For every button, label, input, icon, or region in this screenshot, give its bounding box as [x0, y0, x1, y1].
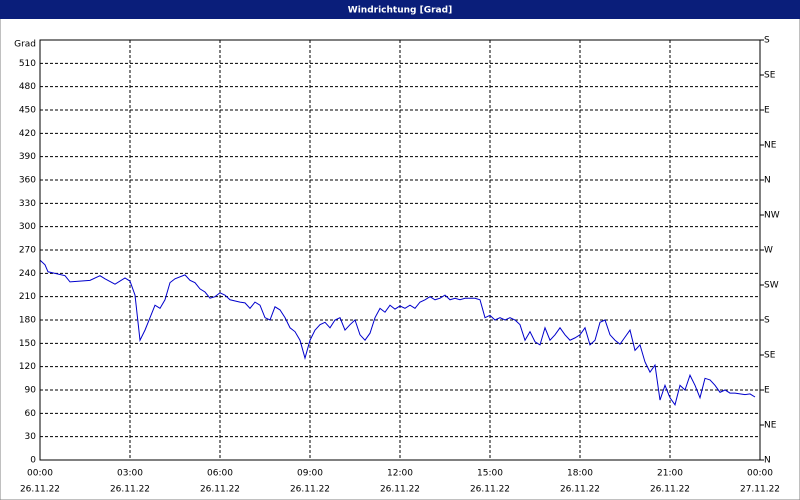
y2-tick-label: NE: [764, 141, 777, 151]
y2-tick-label: S: [764, 316, 770, 326]
x-tick-label: 18:00: [567, 469, 593, 479]
y-tick-label: 360: [19, 176, 36, 186]
y-tick-label: 60: [25, 409, 37, 419]
x-tick-date: 26.11.22: [560, 485, 600, 495]
x-tick-date: 26.11.22: [200, 485, 240, 495]
x-tick-label: 06:00: [207, 469, 233, 479]
x-tick-label: 00:00: [747, 469, 773, 479]
y-tick-label: 510: [19, 59, 36, 69]
x-tick-date: 27.11.22: [740, 485, 780, 495]
y-tick-label: 120: [19, 362, 36, 372]
y-tick-label: 30: [25, 432, 37, 442]
y2-tick-label: W: [764, 246, 773, 256]
x-tick-label: 12:00: [387, 469, 413, 479]
x-tick-label: 00:00: [27, 469, 53, 479]
data-line: [39, 259, 756, 406]
y-tick-label: 480: [19, 82, 36, 92]
x-tick-date: 26.11.22: [290, 485, 330, 495]
x-tick-date: 26.11.22: [380, 485, 420, 495]
y2-tick-label: E: [764, 386, 770, 396]
plot-border: [39, 39, 761, 461]
y2-tick-label: E: [764, 106, 770, 116]
y-tick-label: 330: [19, 199, 36, 209]
y2-tick-label: N: [764, 176, 771, 186]
y-tick-label: 150: [19, 339, 36, 349]
y-axis-label: Grad: [14, 40, 36, 50]
y2-tick-label: SW: [764, 281, 779, 291]
y2-tick-label: SE: [764, 351, 776, 361]
chart-title: Windrichtung [Grad]: [348, 6, 452, 16]
y-tick-label: 270: [19, 246, 36, 256]
x-tick-label: 03:00: [117, 469, 143, 479]
y2-tick-label: SE: [764, 71, 776, 81]
x-tick-date: 26.11.22: [110, 485, 150, 495]
x-tick-label: 15:00: [477, 469, 503, 479]
x-tick-date: 26.11.22: [20, 485, 60, 495]
y-tick-label: 240: [19, 269, 36, 279]
title-bar: [0, 0, 800, 19]
y2-tick-label: NW: [764, 211, 780, 221]
y-tick-label: 300: [19, 222, 36, 232]
x-tick-date: 26.11.22: [470, 485, 510, 495]
y2-tick-label: S: [764, 36, 770, 46]
y-tick-label: 0: [30, 456, 36, 466]
y-tick-label: 210: [19, 292, 36, 302]
y2-tick-label: N: [764, 456, 771, 466]
y2-tick-label: NE: [764, 421, 777, 431]
y-tick-label: 420: [19, 129, 36, 139]
x-tick-label: 09:00: [297, 469, 323, 479]
y-tick-label: 390: [19, 152, 36, 162]
x-tick-label: 21:00: [657, 469, 683, 479]
y-tick-label: 90: [25, 386, 37, 396]
y-tick-label: 450: [19, 106, 36, 116]
y-tick-label: 180: [19, 316, 36, 326]
x-tick-date: 26.11.22: [650, 485, 690, 495]
